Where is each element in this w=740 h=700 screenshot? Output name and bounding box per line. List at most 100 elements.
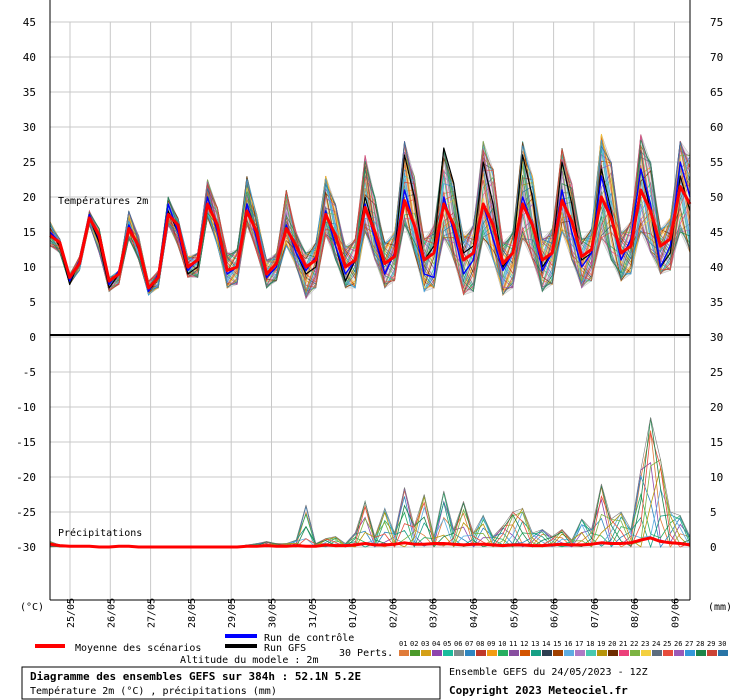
member-legend-label: 12 [520, 640, 528, 648]
right-temp-tick-label: 60 [710, 121, 723, 134]
member-color-legend: 01 02 03 04 05 06 07 08 09 10 11 12 13 14 15 16 17 18 19 20… [399, 640, 728, 656]
member-legend-swatch [520, 650, 530, 656]
member-legend-swatch [586, 650, 596, 656]
footer-title-box [21, 666, 441, 700]
member-legend-swatch [652, 650, 662, 656]
member-legend-label: 08 [476, 640, 484, 648]
member-legend-swatch [454, 650, 464, 656]
right-temp-tick-label: 70 [710, 51, 723, 64]
right-precip-tick-label: 15 [710, 436, 723, 449]
member-legend-swatch [564, 650, 574, 656]
member-legend-swatch [498, 650, 508, 656]
left-tick-label: 5 [29, 296, 36, 309]
legend-mean-label: Moyenne des scénarios [75, 642, 201, 654]
x-tick-label: 04/06 [469, 598, 480, 628]
member-legend-swatch [641, 650, 651, 656]
legend-mean-swatch [35, 644, 65, 648]
left-tick-label: -5 [23, 366, 36, 379]
left-tick-label: 20 [23, 191, 36, 204]
member-legend-label: 11 [509, 640, 517, 648]
member-legend-swatch [465, 650, 475, 656]
x-tick-label: 31/05 [308, 598, 319, 628]
chart-title: Diagramme des ensembles GEFS sur 384h : … [30, 670, 361, 683]
right-precip-tick-label: 30 [710, 331, 723, 344]
member-legend-swatch [443, 650, 453, 656]
right-temp-tick-label: 45 [710, 226, 723, 239]
member-legend-label: 16 [564, 640, 572, 648]
member-legend-label: 26 [674, 640, 682, 648]
member-legend-label: 20 [608, 640, 616, 648]
legend-gfs-label: Run GFS [264, 643, 306, 654]
x-tick-label: 01/06 [348, 598, 359, 628]
run-label: Ensemble GEFS du 24/05/2023 - 12Z [449, 667, 648, 678]
member-legend-swatch [685, 650, 695, 656]
temperature-panel-label: Températures 2m [58, 195, 148, 207]
member-temperature-line [49, 139, 691, 293]
x-tick-label: 06/06 [550, 598, 561, 628]
left-tick-label: -10 [16, 401, 36, 414]
member-temperature-line [49, 141, 691, 300]
left-tick-label: 40 [23, 51, 36, 64]
left-tick-label: 35 [23, 86, 36, 99]
altitude-label: Altitude du modele : 2m [180, 655, 318, 666]
right-precip-tick-label: 5 [710, 506, 717, 519]
member-legend-swatch [487, 650, 497, 656]
left-tick-label: 25 [23, 156, 36, 169]
member-legend-swatch [531, 650, 541, 656]
member-legend-label: 28 [696, 640, 704, 648]
member-legend-swatch [476, 650, 486, 656]
member-legend-swatch [619, 650, 629, 656]
x-tick-label: 03/06 [429, 598, 440, 628]
chart-series [49, 133, 692, 549]
mean-temperature-line [49, 185, 692, 290]
member-legend-label: 15 [553, 640, 561, 648]
member-legend-label: 21 [619, 640, 627, 648]
chart-grid [50, 21, 690, 600]
member-legend-label: 29 [707, 640, 715, 648]
x-tick-label: 05/06 [509, 598, 520, 628]
left-tick-label: 10 [23, 261, 36, 274]
right-temp-tick-label: 50 [710, 191, 723, 204]
member-legend-label: 23 [641, 640, 649, 648]
member-legend-swatch [575, 650, 585, 656]
member-legend-swatch [399, 650, 409, 656]
chart-axes: 454035302520151050-5-10-15-20-25-3075706… [16, 0, 723, 628]
right-temp-tick-label: 40 [710, 261, 723, 274]
left-tick-label: -30 [16, 541, 36, 554]
member-legend-label: 02 [410, 640, 418, 648]
member-legend-label: 25 [663, 640, 671, 648]
x-tick-label: 07/06 [590, 598, 601, 628]
member-legend-swatch [553, 650, 563, 656]
member-legend-label: 30 [718, 640, 726, 648]
x-tick-label: 09/06 [671, 598, 682, 628]
right-temp-tick-label: 35 [710, 296, 723, 309]
x-tick-label: 29/05 [227, 598, 238, 628]
member-legend-swatch [509, 650, 519, 656]
member-legend-swatch [608, 650, 618, 656]
member-legend-swatch [432, 650, 442, 656]
member-legend-label: 22 [630, 640, 638, 648]
member-legend-swatch [707, 650, 717, 656]
member-legend-label: 01 [399, 640, 407, 648]
left-tick-label: 45 [23, 16, 36, 29]
left-tick-label: 30 [23, 121, 36, 134]
member-legend-label: 10 [498, 640, 506, 648]
member-legend-swatch [597, 650, 607, 656]
left-tick-label: 15 [23, 226, 36, 239]
member-temperature-line [49, 141, 691, 297]
right-axis-unit: (mm) [708, 602, 732, 613]
left-tick-label: -25 [16, 506, 36, 519]
member-legend-swatch [663, 650, 673, 656]
left-axis-unit: (°C) [20, 602, 44, 613]
member-legend-swatch [630, 650, 640, 656]
right-temp-tick-label: 55 [710, 156, 723, 169]
x-tick-label: 25/05 [66, 598, 77, 628]
legend-gfs-swatch [225, 644, 257, 648]
left-tick-label: 0 [29, 331, 36, 344]
member-legend-label: 06 [454, 640, 462, 648]
chart-subtitle: Température 2m (°C) , précipitations (mm… [30, 685, 277, 697]
x-tick-label: 27/05 [147, 598, 158, 628]
member-legend-swatch [674, 650, 684, 656]
legend-perts-label: 30 Perts. [339, 648, 393, 659]
